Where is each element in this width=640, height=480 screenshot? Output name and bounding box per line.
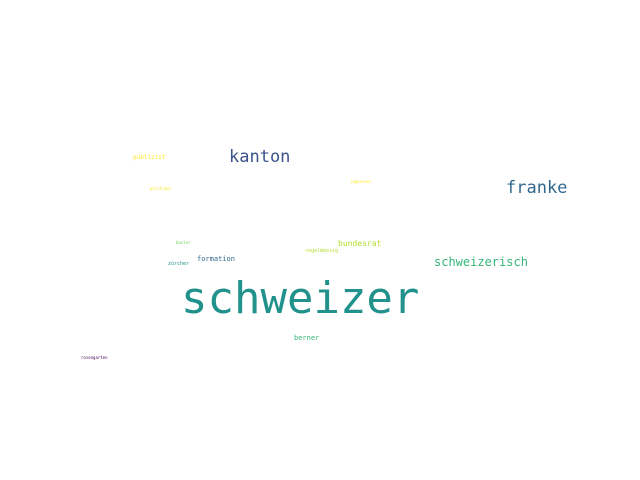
word-schweizer: schweizer [181, 273, 420, 324]
word-franke: franke [506, 178, 568, 198]
word-rosengarten: rosengarten [81, 355, 108, 360]
word-publizist: publizist [133, 154, 166, 161]
word-regelmaessig: regelmässig [305, 248, 339, 254]
word-politiker: politiker [150, 186, 172, 191]
word-zuercher: zürcher [168, 261, 190, 267]
word-basler: basler [176, 240, 191, 245]
word-berner: berner [294, 334, 320, 342]
word-ingenieur: ingenieur [350, 179, 372, 184]
word-bundesrat: bundesrat [338, 239, 382, 248]
word-schweizerisch: schweizerisch [434, 255, 528, 269]
word-formation: formation [197, 255, 235, 263]
word-kanton: kanton [229, 147, 291, 167]
